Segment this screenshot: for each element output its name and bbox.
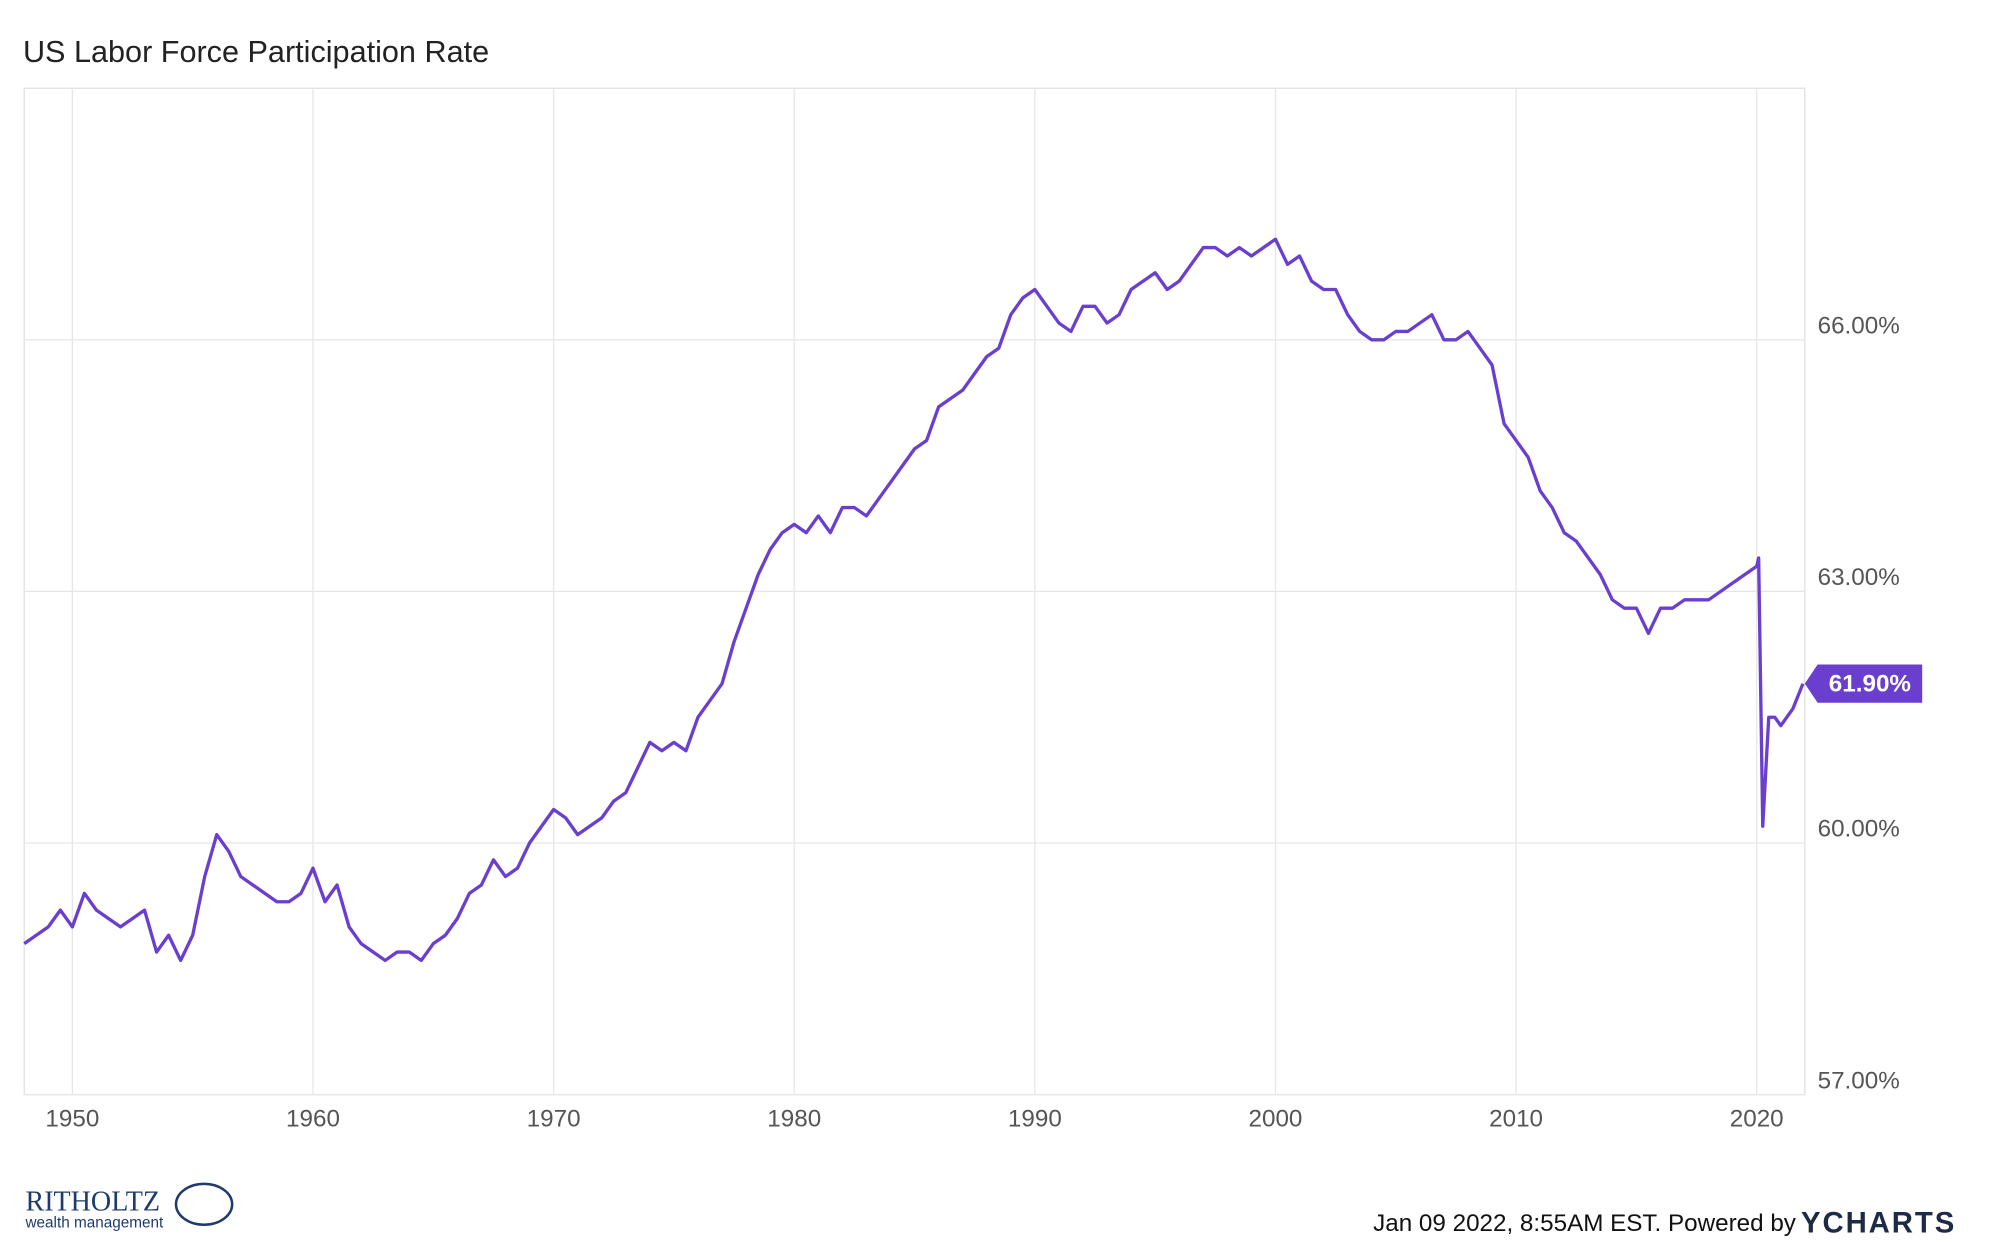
- x-tick-label: 1960: [286, 1106, 340, 1133]
- y-tick-label: 60.00%: [1818, 816, 1900, 843]
- end-label-box: [1804, 664, 1923, 703]
- x-tick-label: 2020: [1730, 1106, 1784, 1133]
- brand-logo: [174, 1182, 234, 1226]
- x-tick-label: 1950: [45, 1106, 99, 1133]
- data-line: [23, 237, 1805, 963]
- y-tick-label: 66.00%: [1818, 312, 1900, 339]
- x-tick-label: 1980: [767, 1106, 821, 1133]
- provider: YCHARTS: [1801, 1206, 1956, 1239]
- y-tick-label: 63.00%: [1818, 564, 1900, 591]
- x-tick-label: 2010: [1489, 1106, 1543, 1133]
- brand: RITHOLTZ: [26, 1187, 161, 1218]
- timestamp: Jan 09 2022, 8:55AM EST. Powered by: [1373, 1210, 1797, 1237]
- x-tick-label: 1970: [527, 1106, 581, 1133]
- y-tick-label: 57.00%: [1818, 1067, 1900, 1094]
- chart-title: US Labor Force Participation Rate: [23, 35, 489, 69]
- brand-sub: wealth management: [25, 1214, 165, 1231]
- x-tick-label: 2000: [1249, 1106, 1303, 1133]
- end-label: 61.90%: [1829, 670, 1911, 697]
- x-tick-label: 1990: [1008, 1106, 1062, 1133]
